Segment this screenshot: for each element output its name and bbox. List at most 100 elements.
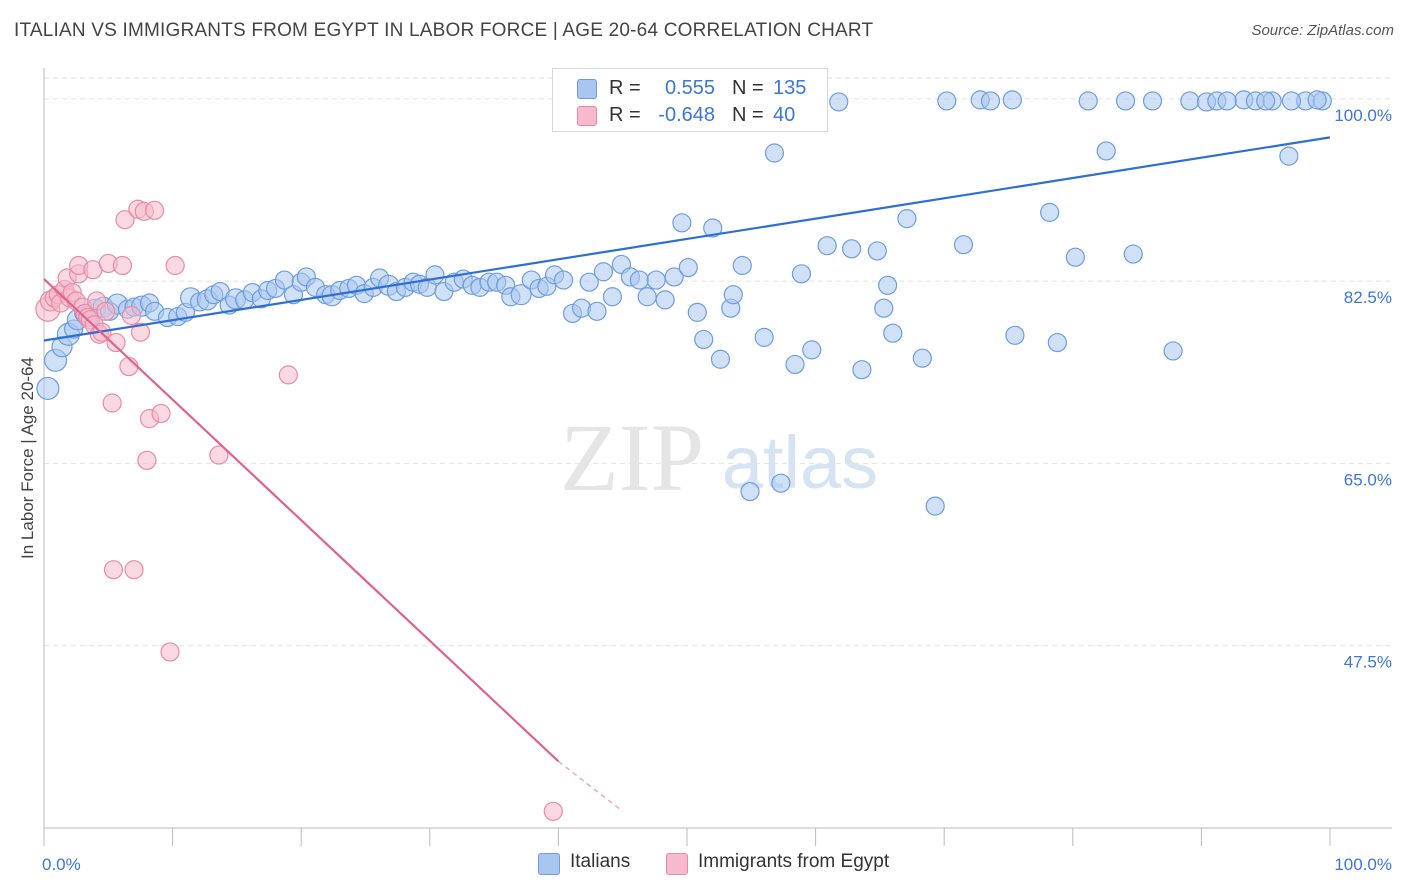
italians-point [1307,90,1327,110]
italians-point [740,481,760,502]
y-tick-label: 47.5% [1344,653,1392,672]
legend-r-value: -0.648 [658,104,715,126]
italians-point [842,239,862,259]
egypt-point [151,403,171,424]
italians-point [867,241,887,261]
legend-n-label: N = [732,77,764,99]
egypt-point [115,210,135,230]
italians-point [1065,247,1085,267]
italians-point [687,302,707,322]
egypt-point [165,255,185,276]
italians-point [1279,146,1299,166]
italians-point [732,255,752,276]
y-tick-label: 82.5% [1344,288,1392,307]
watermark-zip: ZIP [560,404,704,511]
chart-title: ITALIAN VS IMMIGRANTS FROM EGYPT IN LABO… [14,20,874,41]
egypt-point [130,322,151,342]
italians-point [655,290,675,310]
trend-lines [43,136,1331,812]
legend-swatch-egypt [577,106,597,126]
egypt-trend-line [43,278,560,763]
italians-point [829,92,849,112]
italians-point [672,213,692,233]
italians-point [764,143,785,163]
italians-point [629,270,650,290]
egypt-point [543,801,563,821]
y-tick-label: 100.0% [1334,106,1392,125]
x-tick-label: 0.0% [42,855,81,874]
egypt-point [160,642,180,662]
italians-point [1040,202,1060,222]
italians-point [602,287,623,307]
italians-point [579,272,599,292]
italians-point [723,285,743,305]
italians-point [785,354,805,375]
italians-point [912,348,932,368]
italians-point [1002,90,1022,110]
italians-point [637,287,657,307]
axes [43,68,1392,846]
italians-point [937,91,957,111]
italians-point [1256,91,1276,111]
series-legend-swatch-egypt [666,853,688,875]
italians-point [1005,325,1025,345]
tick-labels: 47.5% 65.0% 82.5% 100.0% 0.0% 100.0% [42,106,1392,874]
legend-n-value: 40 [773,104,796,126]
legend-row-egypt: R = -0.648 N = 40 [553,102,827,130]
italians-point [1281,91,1302,111]
egypt-point [124,560,144,580]
legend-row-italians: R = 0.555 N = 135 [553,75,827,103]
italians-points [36,90,1332,516]
series-legend-label-italians: Italians [570,851,631,872]
series-legend: Italians Immigrants from Egypt [0,851,1406,879]
egypt-point [112,255,133,276]
italians-point [771,473,791,493]
x-tick-label: 100.0% [1334,855,1392,874]
italians-point [678,257,698,278]
egypt-point [102,393,122,413]
italians-point [664,267,684,287]
legend-r-label: R = [609,104,641,126]
egypt-point [121,305,142,326]
egypt-point [103,560,124,580]
italians-point [425,265,445,285]
series-legend-swatch-italians [538,853,560,875]
italians-point [1180,91,1200,111]
source-label: Source: ZipAtlas.com [1251,22,1394,39]
italians-point [1123,244,1143,264]
correlation-legend: R = 0.555 N = 135 R = -0.648 N = 40 [552,68,828,132]
italians-point [883,323,903,343]
egypt-point [209,445,229,465]
egypt-point [278,365,298,385]
italians-point [571,298,592,318]
italians-point [1217,91,1237,111]
series-legend-label-egypt: Immigrants from Egypt [698,851,890,872]
egypt-point [119,356,139,377]
legend-r-value: 0.555 [664,77,715,99]
italians-point [710,349,731,369]
legend-n-value: 135 [773,77,807,99]
italians-point [925,496,945,516]
italians-point [1142,91,1163,111]
italians-point [36,376,60,401]
legend-n-label: N = [732,104,764,126]
italians-point [980,91,1001,111]
italians-point [817,236,837,256]
italians-point [510,284,532,306]
italians-point [897,209,917,229]
egypt-trend-extension [557,760,624,812]
legend-swatch-italians [577,79,597,99]
egypt-point [106,332,126,353]
italians-point [1163,341,1183,361]
egypt-point [96,301,116,321]
italians-point [646,270,666,290]
italians-point [593,262,614,282]
watermark: ZIP atlas [560,404,878,511]
italians-point [1078,91,1098,111]
italians-point [703,218,723,238]
y-tick-label: 65.0% [1344,470,1392,489]
italians-point [878,275,898,295]
italians-point [553,270,574,290]
egypt-point [144,200,165,220]
